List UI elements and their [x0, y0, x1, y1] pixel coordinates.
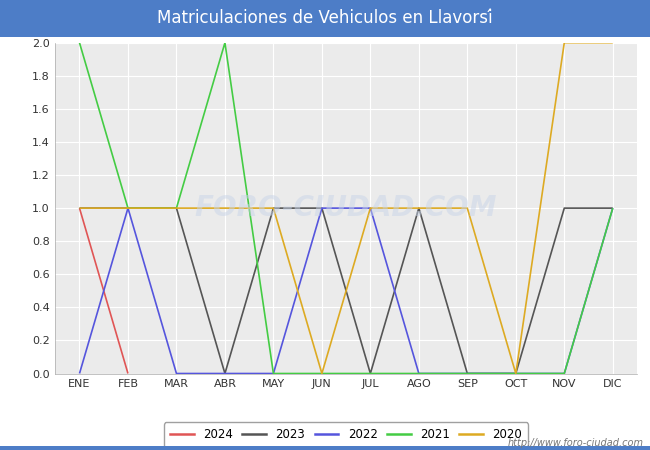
Text: http://www.foro-ciudad.com: http://www.foro-ciudad.com [508, 438, 644, 448]
Text: Matriculaciones de Vehiculos en Llavorsí: Matriculaciones de Vehiculos en Llavorsi… [157, 9, 493, 27]
Legend: 2024, 2023, 2022, 2021, 2020: 2024, 2023, 2022, 2021, 2020 [164, 423, 528, 447]
Text: FORO-CIUDAD.COM: FORO-CIUDAD.COM [195, 194, 497, 222]
